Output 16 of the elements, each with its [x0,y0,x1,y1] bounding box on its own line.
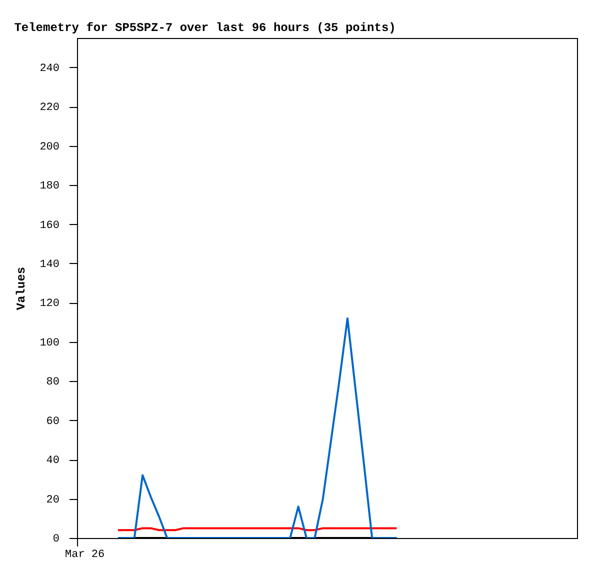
y-tick-label: 120 [40,298,60,310]
text: Mar 26 [65,549,105,561]
y-tick-label: 20 [46,494,60,506]
y-tick-label: 80 [46,376,60,389]
y-tick-label: 160 [40,220,60,232]
chart-title: Telemetry for SP5SPZ-7 over last 96 hours (35 points) [14,21,396,35]
y-tick-label: 60 [46,416,60,428]
y-tick-label: 40 [46,455,60,468]
y-tick-label: 240 [40,62,60,75]
y-tick-label: 180 [40,180,60,193]
y-tick-label: 220 [40,102,60,114]
y-tick-label: 200 [40,141,60,154]
y-axis-title: Values [14,266,29,310]
y-tick-label: 140 [40,258,60,271]
y-tick-label: 0 [52,534,60,546]
y-tick-label: 100 [40,337,60,350]
